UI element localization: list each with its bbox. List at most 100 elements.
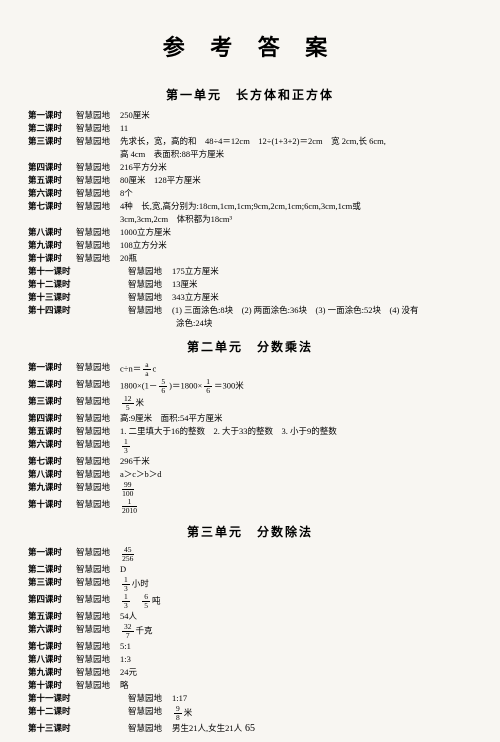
answer-row: 第二课时智慧园地D [28,563,472,576]
answer-row: 第七课时智慧园地5:1 [28,640,472,653]
answer-row: 第七课时智慧园地296千米 [28,455,472,468]
answer-text: 13 65吨 [120,593,472,610]
lesson-label: 第四课时 [28,161,76,174]
page-title: 参 考 答 案 [28,30,472,62]
answer-text: 高:9厘米 面积:54平方厘米 [120,412,472,425]
lesson-label: 第九课时 [28,239,76,252]
source-label: 智慧园地 [76,563,120,576]
source-label: 智慧园地 [84,265,172,278]
unit-heading: 第一单元 长方体和正方体 [28,86,472,103]
answer-text: 250厘米 [120,109,472,122]
lesson-label: 第十一课时 [28,692,84,705]
source-label: 智慧园地 [76,666,120,679]
answer-row: 第八课时智慧园地1:3 [28,653,472,666]
answer-text: 12010 [120,498,472,515]
answer-row: 第十一课时智慧园地1:17 [28,692,472,705]
answer-text: D [120,563,472,576]
answer-row: 第八课时智慧园地a＞c＞b＞d [28,468,472,481]
lesson-label: 第九课时 [28,481,76,498]
lesson-label: 第十课时 [28,498,76,515]
answer-text: 13 [120,438,472,455]
answer-row: 第七课时智慧园地4种 长,宽,高分别为:18cm,1cm,1cm;9cm,2cm… [28,200,472,213]
source-label: 智慧园地 [84,278,172,291]
answer-row: 第十课时智慧园地20瓶 [28,252,472,265]
lesson-label: 第三课时 [28,135,76,148]
answer-row: 第二课时智慧园地11 [28,122,472,135]
lesson-label: 第十二课时 [28,278,84,291]
answer-text: 13小时 [120,576,472,593]
page: 参 考 答 案 第一单元 长方体和正方体第一课时智慧园地250厘米第二课时智慧园… [0,0,500,742]
answer-row: 第四课时智慧园地216平方分米 [28,161,472,174]
answer-row: 第六课时智慧园地8个 [28,187,472,200]
answer-text: 1800×(1－56)＝1800×16＝300米 [120,378,472,395]
answer-text: 216平方分米 [120,161,472,174]
answer-text: 4种 长,宽,高分别为:18cm,1cm,1cm;9cm,2cm,1cm;6cm… [120,200,472,213]
lesson-label: 第一课时 [28,546,76,563]
source-label: 智慧园地 [76,239,120,252]
answer-row: 高 4cm 表面积:88平方厘米 [28,148,472,161]
answer-row: 第三课时智慧园地125米 [28,395,472,412]
lesson-label: 第二课时 [28,563,76,576]
answer-text: 11 [120,122,472,135]
source-label: 智慧园地 [76,468,120,481]
answer-row: 第四课时智慧园地高:9厘米 面积:54平方厘米 [28,412,472,425]
answer-row: 第五课时智慧园地1. 二里填大于16的整数 2. 大于33的整数 3. 小于9的… [28,425,472,438]
answer-row: 第九课时智慧园地108立方分米 [28,239,472,252]
source-label: 智慧园地 [76,546,120,563]
source-label: 智慧园地 [84,291,172,304]
lesson-label: 第六课时 [28,187,76,200]
lesson-label: 第五课时 [28,425,76,438]
lesson-label: 第七课时 [28,640,76,653]
lesson-label: 第二课时 [28,378,76,395]
answer-text: 高 4cm 表面积:88平方厘米 [120,148,472,161]
answer-row: 第一课时智慧园地250厘米 [28,109,472,122]
source-label: 智慧园地 [76,109,120,122]
source-label: 智慧园地 [76,395,120,412]
lesson-label: 第五课时 [28,174,76,187]
source-label: 智慧园地 [76,161,120,174]
answer-text: 13厘米 [172,278,472,291]
answer-text: 45256 [120,546,472,563]
answer-row: 第九课时智慧园地24元 [28,666,472,679]
lesson-label: 第十课时 [28,252,76,265]
answer-row: 第十二课时智慧园地98米 [28,705,472,722]
answer-row: 第三课时智慧园地先求长，宽，高的和 48÷4＝12cm 12÷(1+3+2)＝2… [28,135,472,148]
source-label: 智慧园地 [76,593,120,610]
answer-row: 第九课时智慧园地99100 [28,481,472,498]
source-label: 智慧园地 [76,252,120,265]
answer-row: 第十三课时智慧园地343立方厘米 [28,291,472,304]
source-label: 智慧园地 [76,679,120,692]
answer-row: 第十四课时智慧园地(1) 三面涂色:8块 (2) 两面涂色:36块 (3) 一面… [28,304,472,317]
lesson-label: 第十课时 [28,679,76,692]
lesson-label [28,213,76,226]
content-area: 第一单元 长方体和正方体第一课时智慧园地250厘米第二课时智慧园地11第三课时智… [28,86,472,735]
answer-text: 先求长，宽，高的和 48÷4＝12cm 12÷(1+3+2)＝2cm 宽 2cm… [120,135,472,148]
source-label: 智慧园地 [76,122,120,135]
lesson-label: 第三课时 [28,395,76,412]
source-label: 智慧园地 [76,135,120,148]
lesson-label: 第九课时 [28,666,76,679]
lesson-label: 第八课时 [28,468,76,481]
answer-text: 343立方厘米 [172,291,472,304]
source-label: 智慧园地 [76,610,120,623]
answer-text: (1) 三面涂色:8块 (2) 两面涂色:36块 (3) 一面涂色:52块 (4… [172,304,472,317]
source-label: 智慧园地 [76,200,120,213]
answer-text: 99100 [120,481,472,498]
source-label: 智慧园地 [76,481,120,498]
answer-row: 涂色:24块 [28,317,472,330]
answer-text: c÷n＝aac [120,361,472,378]
answer-row: 第十一课时智慧园地175立方厘米 [28,265,472,278]
source-label: 智慧园地 [76,187,120,200]
answer-row: 3cm,3cm,2cm 体积都为18cm³ [28,213,472,226]
answer-row: 第六课时智慧园地13 [28,438,472,455]
source-label: 智慧园地 [76,412,120,425]
lesson-label: 第一课时 [28,109,76,122]
lesson-label [28,148,76,161]
answer-text: 1. 二里填大于16的整数 2. 大于33的整数 3. 小于9的整数 [120,425,472,438]
answer-row: 第一课时智慧园地c÷n＝aac [28,361,472,378]
source-label: 智慧园地 [76,378,120,395]
answer-row: 第十二课时智慧园地13厘米 [28,278,472,291]
answer-text: 98米 [172,705,472,722]
source-label [76,148,120,161]
answer-row: 第五课时智慧园地54人 [28,610,472,623]
